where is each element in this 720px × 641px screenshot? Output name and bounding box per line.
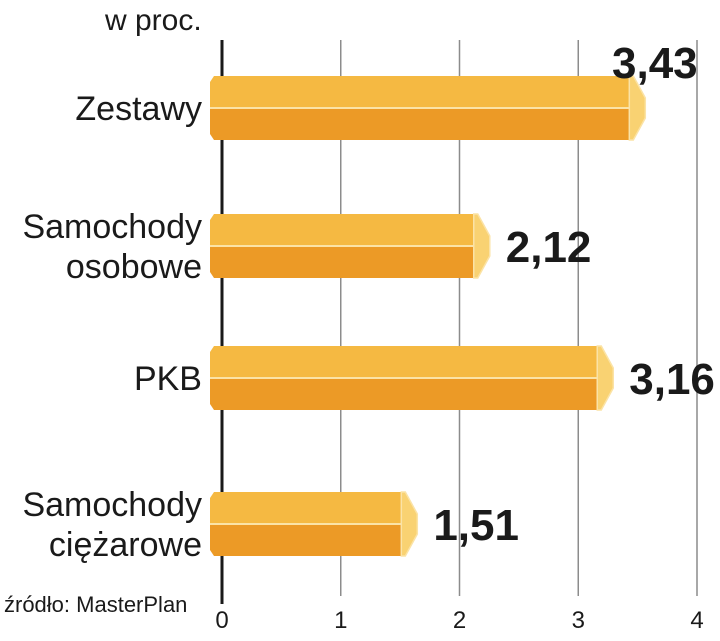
bar-0 <box>210 75 647 141</box>
value-label-0: 3,43 <box>612 39 698 88</box>
category-label-2-0: PKB <box>134 360 202 398</box>
bar-end-cap <box>628 75 647 141</box>
x-tick-label-2: 2 <box>453 607 466 634</box>
category-label-1-1: osobowe <box>66 248 202 286</box>
value-label-3: 1,51 <box>433 501 519 550</box>
bar-3 <box>210 491 419 557</box>
bar-bottom-face <box>210 246 474 278</box>
category-label-1-0: Samochody <box>22 208 202 246</box>
bar-bottom-face <box>210 108 630 140</box>
x-tick-label-1: 1 <box>334 607 347 634</box>
x-tick-label-0: 0 <box>215 607 228 634</box>
unit-label: w proc. <box>104 4 202 37</box>
category-label-3-1: ciężarowe <box>49 526 202 564</box>
category-label-0-0: Zestawy <box>75 90 202 128</box>
source-label: źródło: MasterPlan <box>4 592 187 617</box>
bar-top-face <box>210 76 630 108</box>
x-tick-label-4: 4 <box>690 607 703 634</box>
value-label-1: 2,12 <box>506 223 592 272</box>
bar-bottom-face <box>210 378 598 410</box>
value-label-2: 3,16 <box>629 355 715 404</box>
bar-top-face <box>210 492 402 524</box>
bar-top-face <box>210 346 598 378</box>
bar-2 <box>210 345 614 411</box>
bar-end-cap <box>596 345 614 411</box>
bar-end-cap <box>473 213 491 279</box>
x-tick-label-3: 3 <box>572 607 585 634</box>
bar-top-face <box>210 214 474 246</box>
category-label-3-0: Samochody <box>22 486 202 524</box>
bar-bottom-face <box>210 524 402 556</box>
bar-1 <box>210 213 491 279</box>
bar-end-cap <box>400 491 419 557</box>
